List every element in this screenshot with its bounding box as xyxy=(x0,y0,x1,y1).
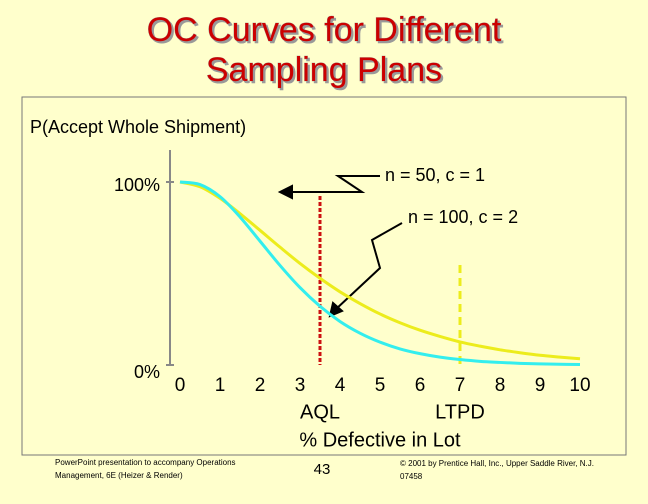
marker-label: LTPD xyxy=(435,401,485,423)
footer-left: PowerPoint presentation to accompany Ope… xyxy=(55,458,236,467)
chart-title: OC Curves for Different Sampling Plans xyxy=(147,11,502,89)
marker-label: AQL xyxy=(300,401,340,423)
x-tick-label: 9 xyxy=(535,375,546,396)
x-axis-label: % Defective in Lot xyxy=(299,429,461,451)
x-tick-label: 3 xyxy=(295,375,306,396)
x-tick-label: 0 xyxy=(175,375,186,396)
arrowhead xyxy=(277,184,293,200)
y-tick-label: 0% xyxy=(134,362,160,382)
chart-frame xyxy=(21,96,627,456)
oc-curve xyxy=(179,180,581,366)
series-label: n = 50, c = 1 xyxy=(385,165,485,185)
y-axis-label: P(Accept Whole Shipment) xyxy=(30,117,246,137)
x-tick-label: 2 xyxy=(255,375,266,396)
x-tick-label: 4 xyxy=(335,375,346,396)
footer-left: Management, 6E (Heizer & Render) xyxy=(55,471,183,480)
page-number: 43 xyxy=(314,461,331,478)
x-tick-label: 6 xyxy=(415,375,426,396)
y-tick-label: 100% xyxy=(114,175,160,195)
footer-right: © 2001 by Prentice Hall, Inc., Upper Sad… xyxy=(400,459,594,468)
x-tick-label: 8 xyxy=(495,375,506,396)
x-tick-label: 7 xyxy=(455,375,466,396)
arrow xyxy=(285,175,380,193)
annotation-arrows xyxy=(277,175,403,318)
arrow xyxy=(334,222,403,311)
series-label: n = 100, c = 2 xyxy=(408,207,518,227)
footer-right: 07458 xyxy=(400,472,423,481)
x-tick-label: 5 xyxy=(375,375,386,396)
x-tick-label: 10 xyxy=(569,375,590,396)
x-tick-label: 1 xyxy=(215,375,226,396)
oc-curve xyxy=(179,180,581,361)
arrowhead xyxy=(328,301,344,318)
